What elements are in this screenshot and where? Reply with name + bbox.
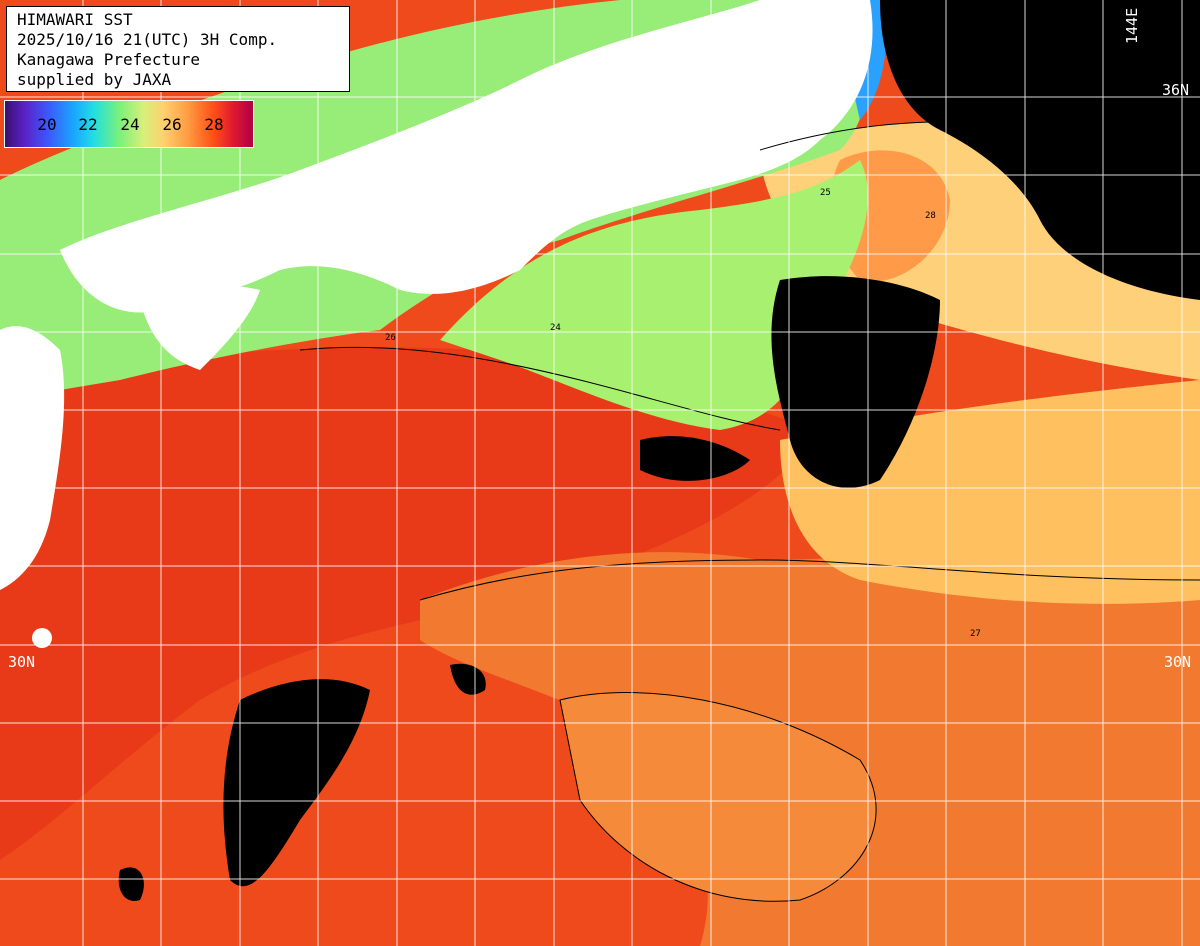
cloud-center (640, 436, 750, 481)
land-kyushu (0, 326, 65, 590)
title-line-1: HIMAWARI SST (17, 10, 133, 29)
legend-tick-22: 22 (78, 115, 98, 134)
contour-label: 25 (820, 188, 831, 198)
cloud-east-band (771, 276, 940, 488)
lat-label-30n-right: 30N (1164, 653, 1192, 671)
title-line-4: supplied by JAXA (17, 70, 172, 89)
sea-warm-28-region (0, 347, 820, 860)
cloud-small-1 (450, 663, 486, 695)
land-islet (32, 628, 52, 648)
sea-green-24-coastal (440, 160, 868, 430)
lon-label-144e: 144E (1123, 7, 1141, 44)
lat-label-30n-left: 30N (8, 653, 36, 671)
contour-label: 26 (385, 333, 396, 343)
land-shikoku (140, 285, 260, 370)
title-line-3: Kanagawa Prefecture (17, 50, 201, 69)
contour-27 (419, 559, 1200, 601)
contour-label: 27 (970, 629, 981, 639)
legend-tick-28: 28 (204, 115, 224, 134)
sea-orange-27-center (560, 692, 877, 902)
legend-tick-20: 20 (37, 115, 57, 134)
land-honshu (60, 0, 873, 313)
map-title-box: HIMAWARI SST 2025/10/16 21(UTC) 3H Comp.… (6, 6, 350, 92)
sst-color-legend: 20 22 24 26 28 (4, 100, 254, 148)
contour-26 (299, 346, 781, 431)
legend-tick-26: 26 (162, 115, 182, 134)
contour-25 (759, 121, 1061, 151)
lat-label-36n: 36N (1162, 81, 1190, 99)
title-line-2: 2025/10/16 21(UTC) 3H Comp. (17, 30, 278, 49)
contour-label: 28 (925, 211, 936, 221)
contour-label: 24 (550, 323, 561, 333)
cloud-small-2 (118, 867, 144, 901)
cloud-southwest (223, 679, 370, 887)
legend-tick-24: 24 (120, 115, 140, 134)
contour-27b (559, 692, 877, 902)
cloud-northeast (880, 0, 1200, 300)
